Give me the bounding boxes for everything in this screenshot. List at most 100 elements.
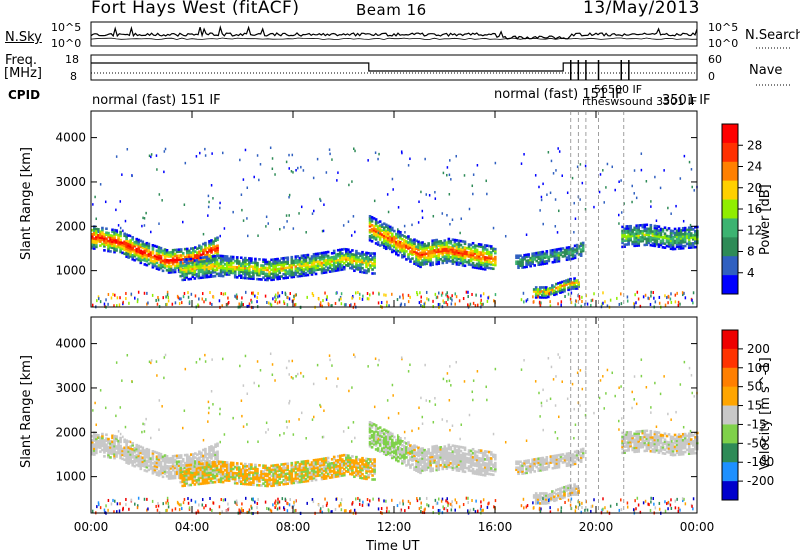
power-cell	[266, 260, 269, 264]
velocity-cell	[413, 444, 416, 447]
power-cell	[338, 248, 342, 252]
velocity-cell	[300, 470, 304, 474]
velocity-cell	[397, 441, 400, 445]
power-cell	[531, 260, 534, 264]
power-cell	[276, 263, 279, 267]
velocity-cell	[183, 461, 187, 465]
power-cell	[473, 256, 477, 259]
power-cell	[461, 256, 465, 259]
power-speckle	[681, 291, 684, 295]
power-speckle	[690, 168, 693, 171]
velocity-cell	[409, 450, 412, 453]
power-cell	[131, 238, 135, 241]
power-speckle	[573, 201, 575, 205]
power-cell	[137, 258, 141, 262]
velocity-cell	[312, 460, 316, 464]
power-cell	[647, 229, 651, 233]
power-cell	[149, 261, 153, 264]
velocity-cell	[209, 477, 213, 480]
power-speckle	[654, 300, 657, 304]
power-cell	[637, 236, 641, 239]
power-cell	[207, 267, 211, 271]
power-cell	[258, 270, 261, 273]
power-cell	[521, 262, 524, 265]
velocity-cell	[318, 464, 322, 467]
velocity-cell	[409, 458, 412, 461]
velocity-cell	[157, 460, 161, 463]
velocity-cell	[208, 462, 211, 465]
velocity-cell	[157, 454, 161, 457]
power-cell	[161, 263, 165, 267]
power-cell	[163, 264, 167, 267]
power-speckle	[634, 293, 636, 297]
velocity-cell	[198, 458, 201, 462]
power-cell	[314, 268, 318, 272]
power-cell	[290, 261, 294, 265]
power-cell	[306, 263, 310, 267]
power-speckle	[219, 201, 221, 205]
velocity-cell	[429, 453, 432, 457]
velocity-cell	[169, 459, 173, 462]
power-cell	[395, 232, 398, 236]
velocity-cell	[328, 464, 332, 467]
power-cell	[250, 271, 253, 274]
velocity-cell	[197, 470, 201, 474]
power-speckle	[176, 294, 179, 298]
velocity-cell	[388, 441, 392, 445]
power-cell	[479, 259, 483, 262]
power-speckle	[488, 295, 490, 299]
power-cell	[475, 266, 479, 270]
velocity-cell	[244, 478, 247, 482]
power-cell	[627, 225, 630, 228]
power-cell	[403, 253, 406, 256]
velocity-cell	[274, 481, 277, 485]
power-speckle	[117, 224, 120, 227]
power-cell	[163, 262, 167, 265]
velocity-cell	[336, 470, 340, 474]
power-speckle	[633, 192, 635, 195]
power-cell	[392, 245, 396, 249]
velocity-cell	[167, 459, 171, 462]
velocity-cell	[372, 431, 376, 434]
power-cell	[627, 231, 630, 234]
power-cell	[141, 244, 145, 248]
power-cell	[306, 253, 310, 257]
power-cell	[290, 269, 294, 273]
power-cell	[517, 260, 520, 264]
velocity-cell	[338, 460, 342, 464]
power-cell	[374, 232, 378, 235]
power-cell	[435, 260, 439, 264]
velocity-cell	[171, 466, 175, 470]
velocity-cell	[347, 464, 350, 467]
power-cell	[455, 243, 459, 246]
power-cell	[125, 251, 128, 254]
power-cell	[374, 218, 378, 221]
velocity-cell	[419, 467, 422, 471]
power-cell	[310, 265, 314, 268]
power-cell	[155, 249, 159, 253]
velocity-cell	[201, 466, 205, 469]
velocity-cell	[386, 436, 390, 440]
velocity-cell	[185, 461, 189, 465]
power-cell	[347, 252, 350, 256]
power-speckle	[288, 214, 290, 217]
power-cell	[97, 238, 100, 241]
power-cell	[355, 257, 358, 261]
velocity-cell	[355, 457, 358, 461]
power-cell	[212, 246, 215, 249]
velocity-cell	[151, 454, 155, 457]
power-cell	[421, 253, 424, 256]
power-cell	[413, 252, 416, 255]
power-cell	[197, 274, 201, 278]
velocity-cell	[194, 460, 197, 463]
power-cell	[290, 257, 294, 261]
power-cell	[539, 255, 543, 258]
velocity-cell	[214, 455, 217, 458]
velocity-cell	[153, 470, 157, 474]
power-cell	[268, 270, 271, 274]
power-cell	[523, 265, 526, 269]
velocity-cell	[141, 452, 145, 456]
power-cell	[244, 266, 247, 270]
velocity-cell	[372, 437, 376, 440]
power-cell	[395, 250, 398, 254]
